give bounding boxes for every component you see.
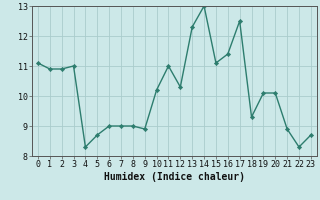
X-axis label: Humidex (Indice chaleur): Humidex (Indice chaleur) — [104, 172, 245, 182]
